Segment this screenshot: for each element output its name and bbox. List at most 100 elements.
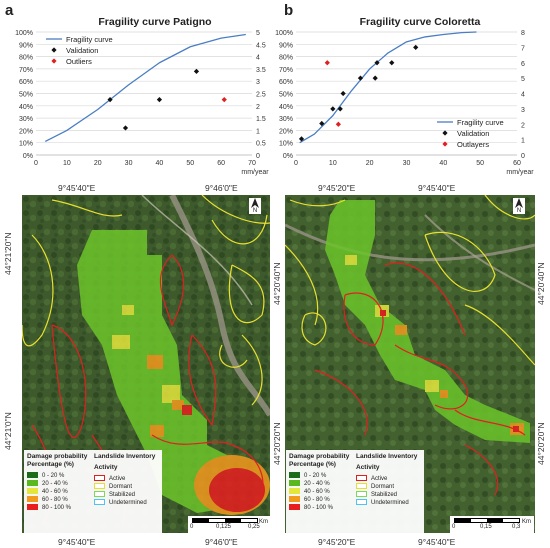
y-left-tick-label: 50% bbox=[19, 92, 33, 99]
outlier-point bbox=[221, 97, 227, 103]
map-c-left-lat-1: 44°21'20"N bbox=[3, 232, 13, 275]
legend-activity-item: Dormant bbox=[94, 483, 160, 491]
legend-activity-swatch bbox=[356, 475, 367, 482]
y-right-tick-label: 0 bbox=[521, 153, 525, 160]
x-tick-label: 0 bbox=[294, 160, 298, 167]
legend-damage-label: 0 - 20 % bbox=[304, 473, 327, 479]
legend-label: Validation bbox=[66, 46, 98, 55]
legend-damage-swatch bbox=[27, 480, 38, 487]
x-tick-label: 10 bbox=[329, 160, 337, 167]
chart-title-patigno: Fragility curve Patigno bbox=[98, 16, 212, 28]
y-left-tick-label: 100% bbox=[275, 30, 293, 37]
y-left-tick-label: 60% bbox=[279, 79, 293, 86]
y-right-tick-label: 3 bbox=[521, 107, 525, 114]
outlier-point bbox=[335, 121, 341, 127]
map-d-top-lon-2: 9°45'40"E bbox=[418, 183, 456, 193]
legend-activity-label: Dormant bbox=[109, 484, 133, 490]
map-c-bottom-lon-2: 9°46'0"E bbox=[205, 537, 238, 547]
legend-activity-swatch bbox=[94, 499, 105, 506]
panel-label-a: a bbox=[5, 2, 14, 19]
legend-damage-title: Damage probability bbox=[27, 453, 88, 460]
x-tick-label: 50 bbox=[476, 160, 484, 167]
y-left-tick-label: 40% bbox=[279, 104, 293, 111]
legend-activity-item: Stabilized bbox=[94, 491, 160, 499]
y-left-tick-label: 70% bbox=[279, 67, 293, 74]
y-left-tick-label: 60% bbox=[19, 79, 33, 86]
y-left-tick-label: 40% bbox=[19, 104, 33, 111]
y-right-tick-label: 5 bbox=[256, 30, 260, 37]
legend-damage-swatch bbox=[289, 488, 300, 495]
legend-damage-swatch bbox=[27, 504, 38, 511]
y-right-tick-label: 2 bbox=[521, 122, 525, 129]
map-d-left-lat-1: 44°20'40"N bbox=[272, 262, 282, 305]
legend-activity-label: Active bbox=[371, 476, 388, 482]
legend-damage-item: 20 - 40 % bbox=[27, 480, 95, 488]
legend-damage-title: Damage probability bbox=[289, 453, 350, 460]
y-right-tick-label: 2 bbox=[256, 104, 260, 111]
scalebar-label: 0 bbox=[190, 524, 194, 530]
scalebar-graphic bbox=[454, 518, 520, 523]
legend-damage-swatch bbox=[27, 472, 38, 479]
legend-damage-item: 0 - 20 % bbox=[289, 472, 357, 480]
validation-point bbox=[372, 75, 378, 81]
map-d-scalebar: 0 0,15 0,3 Km bbox=[450, 516, 534, 533]
y-left-tick-label: 90% bbox=[279, 42, 293, 49]
legend-activity-title: Activity bbox=[356, 464, 380, 471]
map-d-north-arrow: N bbox=[513, 198, 525, 214]
x-tick-label: 20 bbox=[366, 160, 374, 167]
legend-damage-label: 20 - 40 % bbox=[42, 481, 68, 487]
y-left-tick-label: 80% bbox=[19, 55, 33, 62]
legend-damage-label: 80 - 100 % bbox=[304, 505, 334, 511]
legend-damage-label: 20 - 40 % bbox=[304, 481, 330, 487]
y-left-tick-label: 30% bbox=[279, 116, 293, 123]
legend-damage-swatch bbox=[289, 480, 300, 487]
outlier-point bbox=[324, 60, 330, 66]
map-c-top-lon-2: 9°46'0"E bbox=[205, 183, 238, 193]
legend-damage-item: 80 - 100 % bbox=[289, 504, 357, 512]
validation-point bbox=[389, 60, 395, 66]
legend-activity-swatch bbox=[94, 483, 105, 490]
legend-damage-item: 0 - 20 % bbox=[27, 472, 95, 480]
legend-damage-item: 80 - 100 % bbox=[27, 504, 95, 512]
legend-activity-swatch bbox=[356, 499, 367, 506]
legend-label: Outlayers bbox=[457, 140, 489, 149]
scalebar-label: 0,3 bbox=[512, 524, 521, 530]
legend-activity-label: Stabilized bbox=[371, 492, 398, 498]
y-left-tick-label: 0% bbox=[23, 153, 33, 160]
y-right-tick-label: 6 bbox=[521, 61, 525, 68]
legend-activity-label: Active bbox=[109, 476, 126, 482]
y-right-tick-label: 0 bbox=[256, 153, 260, 160]
validation-point bbox=[156, 97, 163, 103]
legend-damage-subtitle: Percentage (%) bbox=[289, 461, 336, 468]
panel-label-b: b bbox=[284, 2, 294, 19]
north-arrow-icon bbox=[251, 198, 259, 208]
legend-point-marker bbox=[51, 47, 57, 53]
map-d-legend: Damage probability Percentage (%) 0 - 20… bbox=[286, 450, 424, 533]
scalebar-label: 0,25 bbox=[248, 524, 260, 530]
legend-activity-swatch bbox=[356, 491, 367, 498]
chart-title-coloretta: Fragility curve Coloretta bbox=[359, 16, 481, 28]
scalebar-unit: Km bbox=[259, 519, 268, 525]
legend-damage-label: 40 - 60 % bbox=[304, 489, 330, 495]
legend-inventory-title: Landslide Inventory bbox=[356, 453, 418, 460]
legend-label: Validation bbox=[457, 129, 489, 138]
fragility-curve-line bbox=[44, 33, 246, 143]
map-d-right-lat-1: 44°20'40"N bbox=[536, 262, 546, 305]
legend-label: Fragility curve bbox=[66, 35, 113, 44]
validation-point bbox=[107, 97, 113, 103]
validation-point bbox=[193, 68, 200, 74]
legend-damage-item: 40 - 60 % bbox=[289, 488, 357, 496]
legend-damage-label: 60 - 80 % bbox=[304, 497, 330, 503]
y-left-tick-label: 30% bbox=[19, 116, 33, 123]
map-c-left-lat-2: 44°21'0"N bbox=[3, 412, 13, 450]
scalebar-label: 0,125 bbox=[216, 524, 232, 530]
legend-damage-label: 40 - 60 % bbox=[42, 489, 68, 495]
legend-activity-label: Undetermined bbox=[371, 500, 409, 506]
legend-activity-swatch bbox=[94, 475, 105, 482]
validation-point bbox=[413, 44, 419, 50]
map-c-legend: Damage probability Percentage (%) 0 - 20… bbox=[24, 450, 162, 533]
legend-damage-item: 40 - 60 % bbox=[27, 488, 95, 496]
map-d-bottom-lon-1: 9°45'20"E bbox=[318, 537, 356, 547]
y-left-tick-label: 10% bbox=[19, 141, 33, 148]
legend-damage-item: 20 - 40 % bbox=[289, 480, 357, 488]
